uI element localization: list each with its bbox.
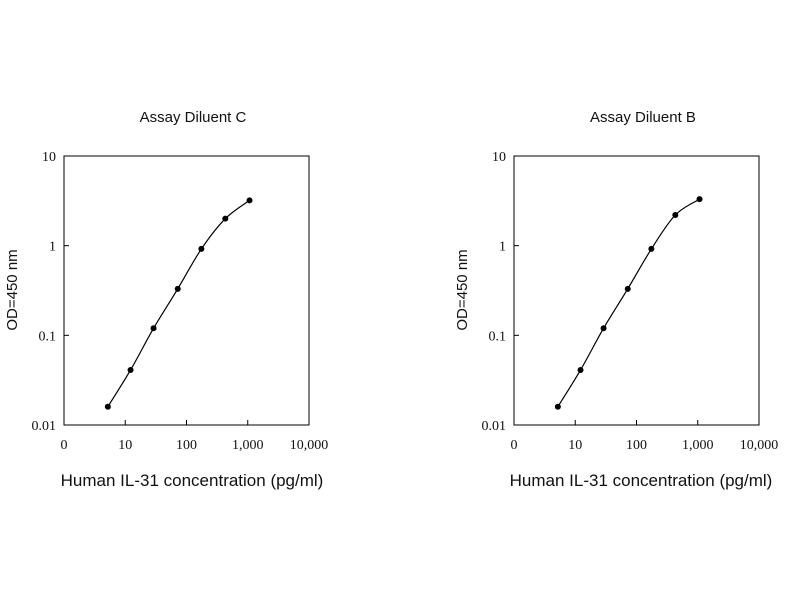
x-tick-label: 10,000 [740, 438, 779, 453]
data-point [696, 196, 703, 203]
y-tick-label: 0.01 [32, 419, 57, 434]
data-point [198, 245, 205, 252]
data-point [104, 403, 111, 410]
y-axis-label: OD=450 nm [454, 249, 471, 330]
y-tick-label: 1 [499, 240, 506, 255]
data-point [246, 197, 253, 204]
chart-title: Assay Diluent C [140, 109, 247, 126]
y-tick-label: 0.01 [482, 419, 507, 434]
y-tick-label: 10 [42, 150, 56, 165]
data-point [554, 403, 561, 410]
y-tick-label: 0.1 [39, 329, 57, 344]
data-point [672, 211, 679, 218]
plot-frame [513, 155, 760, 426]
data-point [222, 215, 229, 222]
x-tick-label: 1,000 [232, 438, 264, 453]
x-tick-label: 10 [118, 438, 132, 453]
plot-frame [63, 155, 310, 426]
x-tick-label: 10 [568, 438, 582, 453]
data-point [577, 367, 584, 374]
x-tick-label: 10,000 [290, 438, 329, 453]
x-tick-label: 100 [176, 438, 197, 453]
x-tick-label: 100 [626, 438, 647, 453]
chart-title: Assay Diluent B [590, 109, 696, 126]
data-point [648, 245, 655, 252]
y-tick-label: 1 [49, 240, 56, 255]
x-tick-label: 0 [511, 438, 518, 453]
chart-panel-right: Assay Diluent B OD=450 nm Human IL-31 co… [454, 109, 778, 490]
standard-curve-line [107, 199, 250, 408]
x-axis-label: Human IL-31 concentration (pg/ml) [61, 471, 324, 490]
standard-curve-line [557, 198, 700, 408]
chart-panel-left: Assay Diluent C OD=450 nm Human IL-31 co… [4, 109, 328, 490]
data-point [174, 285, 181, 292]
data-point [624, 285, 631, 292]
x-tick-label: 0 [61, 438, 68, 453]
data-point [150, 325, 157, 332]
y-axis-label: OD=450 nm [4, 249, 21, 330]
data-point [127, 367, 134, 374]
x-tick-label: 1,000 [682, 438, 714, 453]
x-axis-label: Human IL-31 concentration (pg/ml) [510, 471, 773, 490]
y-tick-label: 0.1 [489, 329, 507, 344]
y-tick-label: 10 [492, 150, 506, 165]
data-point [600, 325, 607, 332]
